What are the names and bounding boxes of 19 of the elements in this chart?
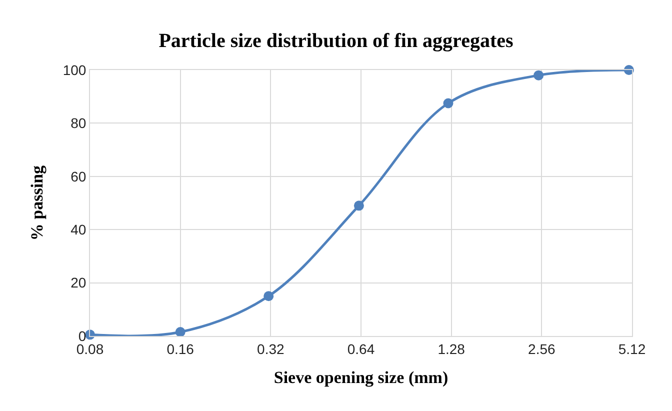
y-tick-label: 40 [70,222,86,238]
y-tick-label: 80 [70,115,86,132]
y-tick-label: 100 [62,62,86,78]
x-tick-label: 0.32 [257,340,285,357]
point [264,291,274,302]
y-axis-title: % passing [27,164,46,241]
x-tick-label: 1.28 [438,340,466,357]
x-axis-title: Sieve opening size (mm) [274,368,448,388]
y-tick-label: 20 [70,274,86,291]
point [175,327,186,338]
x-tick-label: 0.16 [166,340,194,357]
x-tick-label: 2.56 [528,340,556,357]
point [443,98,454,108]
x-tick-label: 0.64 [347,340,375,357]
y-tick-label: 60 [70,168,86,184]
point [354,200,364,211]
chart-title: Particle size distribution of fin aggregates [158,30,514,52]
point [534,70,544,80]
x-tick-label: 5.12 [618,340,646,357]
